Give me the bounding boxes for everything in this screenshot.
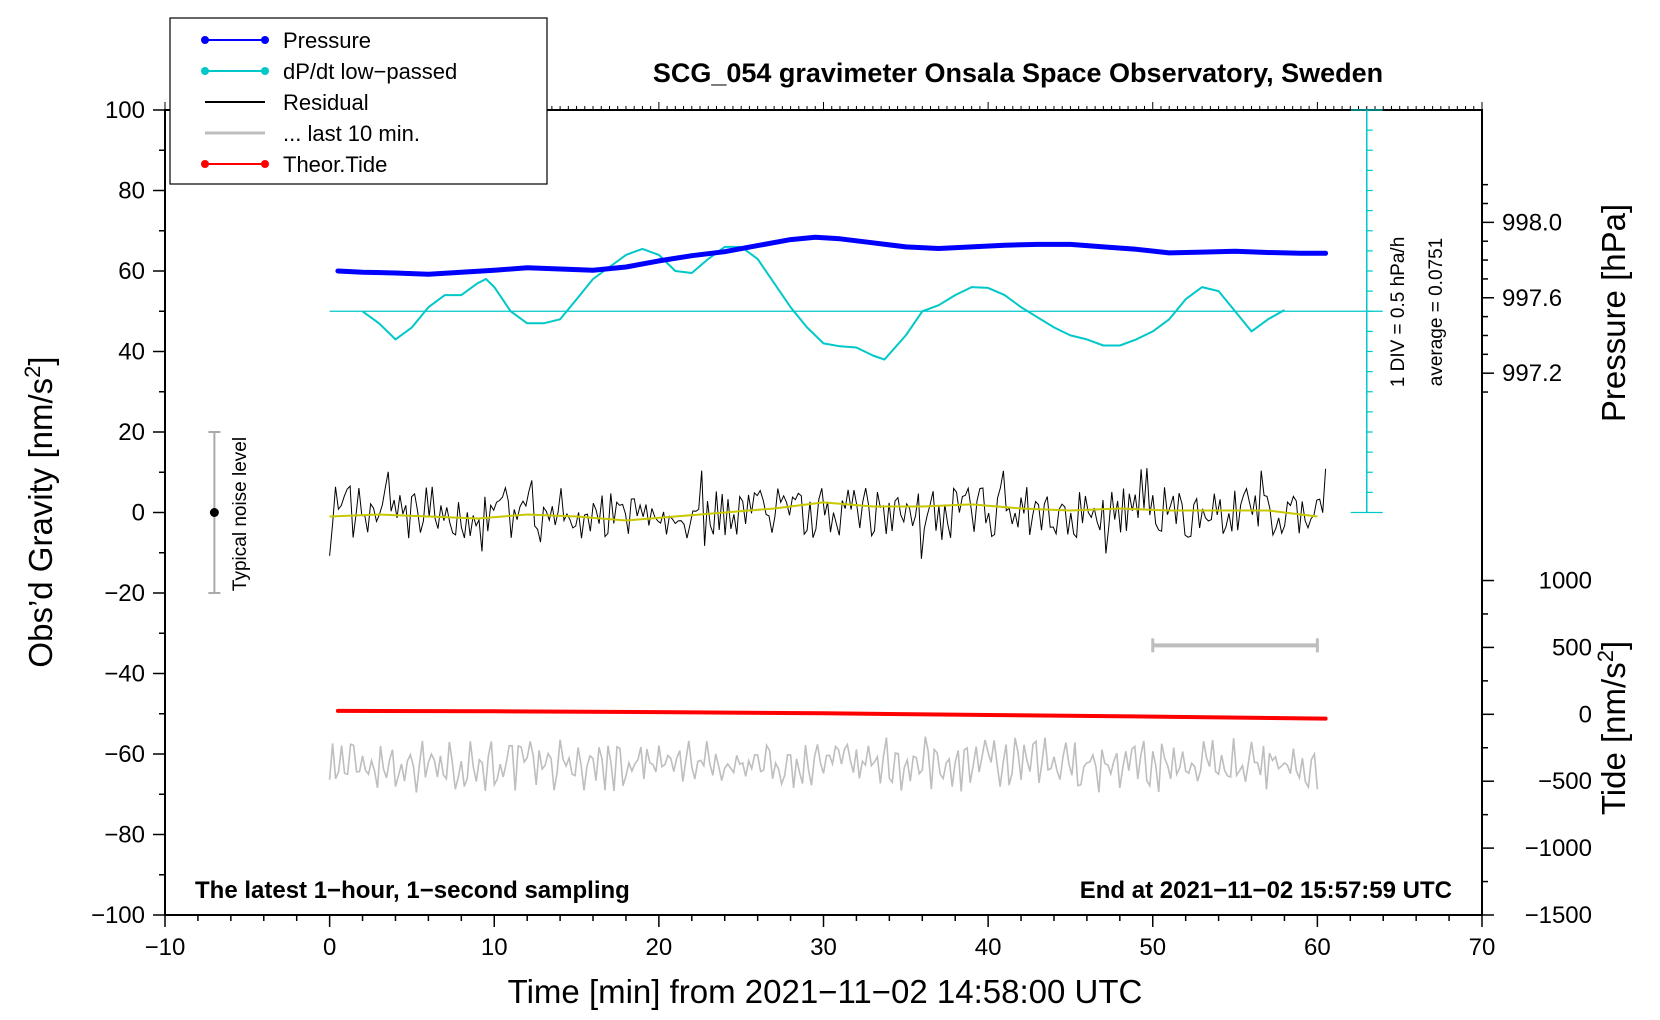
legend-marker-right <box>261 67 269 75</box>
y-axis-title-tide-sup: 2 <box>1593 650 1618 662</box>
y-tick-label: −80 <box>104 822 145 849</box>
tide-tick-label: 1000 <box>1539 568 1592 595</box>
y-tick-label: 80 <box>118 178 145 205</box>
chart-title: SCG_054 gravimeter Onsala Space Observat… <box>653 58 1383 88</box>
y-tick-label: −100 <box>91 902 145 929</box>
tide-tick-label: −500 <box>1538 768 1592 795</box>
dpdt-scale-label: 1 DIV = 0.5 hPa/h <box>1388 237 1409 388</box>
axis-ticks: −10 0 10 20 30 40 50 60 70100806040200−20−40−60−… <box>91 97 1592 961</box>
y-axis-title-left-sup: 2 <box>20 366 45 378</box>
y-axis-title-pressure: Pressure [hPa] <box>1595 204 1632 422</box>
legend-marker-left <box>201 160 209 168</box>
x-tick-label: 70 <box>1469 934 1496 961</box>
tide-tick-label: −1500 <box>1525 902 1592 929</box>
x-tick-label: 40 <box>975 934 1002 961</box>
series-tide-line <box>335 708 1328 721</box>
tide-tick-label: 500 <box>1552 634 1592 661</box>
series-last10-line <box>328 736 1319 793</box>
x-tick-label: −10 <box>145 934 186 961</box>
y-axis-title-left-text: Obs’d Gravity [nm/s <box>22 378 59 668</box>
x-tick-label: 20 <box>646 934 673 961</box>
x-tick-label: 30 <box>810 934 837 961</box>
footer-right-note: End at 2021−11−02 15:57:59 UTC <box>1080 877 1452 904</box>
y-tick-label: 40 <box>118 339 145 366</box>
legend-label: Pressure <box>283 28 371 53</box>
data-series <box>328 234 1329 793</box>
y-axis-title-tide: Tide [nm/s2] <box>1593 641 1632 815</box>
dpdt-average-label: average = 0.0751 <box>1426 238 1447 386</box>
noise-bar-center-dot <box>209 508 219 517</box>
y-tick-label: 0 <box>132 500 145 527</box>
y-axis-title-tide-text: Tide [nm/s <box>1595 662 1632 815</box>
y-axis-title-left: Obs’d Gravity [nm/s2] <box>20 356 59 667</box>
y-axis-title-tide-close: ] <box>1595 641 1632 650</box>
legend: Pressure dP/dt low−passed Residual ... last… <box>169 17 548 185</box>
legend-label: Theor.Tide <box>283 152 387 177</box>
legend-label: Residual <box>283 90 369 115</box>
x-tick-label: 50 <box>1139 934 1166 961</box>
series-pressure-line <box>335 234 1329 277</box>
y-tick-label: 60 <box>118 258 145 285</box>
tide-tick-label: 0 <box>1579 701 1592 728</box>
y-tick-label: −40 <box>104 661 145 688</box>
x-tick-label: 60 <box>1304 934 1331 961</box>
footer-left-note: The latest 1−hour, 1−second sampling <box>195 877 630 904</box>
x-axis-title: Time [min] from 2021−11−02 14:58:00 UTC <box>508 973 1143 1010</box>
legend-marker-right <box>261 160 269 168</box>
legend-marker-right <box>261 36 269 44</box>
x-tick-label: 10 <box>481 934 508 961</box>
y-axis-title-left-close: ] <box>22 356 59 365</box>
y-tick-label: −20 <box>104 580 145 607</box>
x-tick-label: 0 <box>323 934 336 961</box>
pressure-tick-label: 998.0 <box>1502 209 1562 236</box>
pressure-tick-label: 997.6 <box>1502 285 1562 312</box>
y-tick-label: 20 <box>118 419 145 446</box>
legend-entries: Pressure dP/dt low−passed Residual ... last… <box>201 28 457 177</box>
legend-label: dP/dt low−passed <box>283 59 457 84</box>
series-dpdt-line <box>361 245 1285 361</box>
annotations <box>208 109 1383 653</box>
series-residual-smoothed-line <box>329 501 1318 522</box>
legend-label: ... last 10 min. <box>283 121 420 146</box>
y-tick-label: −60 <box>104 741 145 768</box>
tide-tick-label: −1000 <box>1525 835 1592 862</box>
legend-marker-left <box>201 67 209 75</box>
legend-marker-left <box>201 36 209 44</box>
noise-level-label: Typical noise level <box>230 437 251 591</box>
y-tick-label: 100 <box>105 97 145 124</box>
pressure-tick-label: 997.2 <box>1502 360 1562 387</box>
